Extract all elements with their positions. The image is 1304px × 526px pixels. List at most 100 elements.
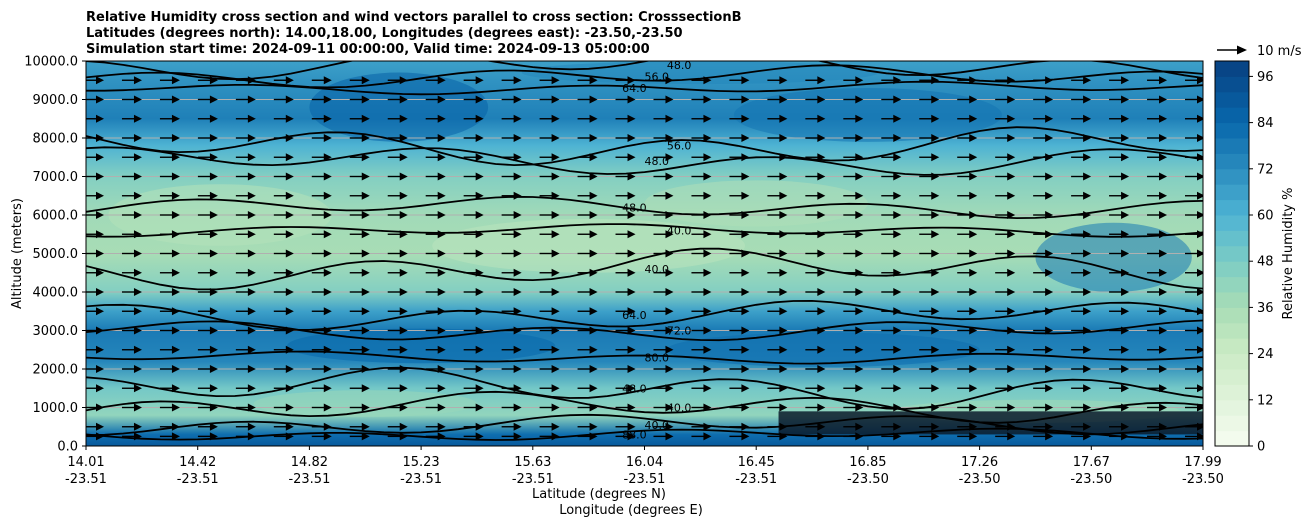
wind-arrow-head — [779, 345, 788, 354]
wind-arrow — [463, 76, 484, 85]
wind-arrow-head — [133, 326, 142, 335]
wind-arrow — [387, 384, 408, 393]
contour-line — [86, 80, 1203, 96]
colorbar-tick-label: 24 — [1257, 347, 1274, 362]
wind-arrow-head — [817, 230, 826, 239]
wind-arrow — [1147, 384, 1168, 393]
wind-arrow-head — [779, 432, 788, 441]
y-tick-label: 0.0 — [57, 440, 78, 455]
wind-arrow-head — [285, 307, 294, 316]
wind-arrow — [653, 288, 674, 296]
wind-arrow-head — [817, 384, 826, 393]
wind-arrow-head — [703, 191, 712, 200]
wind-arrow — [159, 288, 180, 296]
wind-arrow — [767, 76, 788, 85]
x-tick-label-longitude: -23.51 — [512, 472, 554, 487]
wind-arrow-head — [817, 114, 826, 123]
wind-arrow — [159, 326, 180, 335]
wind-arrow — [1109, 172, 1130, 181]
wind-arrow — [197, 114, 218, 123]
wind-arrow — [767, 422, 788, 431]
wind-arrow — [463, 384, 484, 393]
wind-arrow-head — [209, 249, 218, 258]
x-tick-label-latitude: 15.63 — [514, 455, 551, 470]
wind-arrow-head — [665, 211, 674, 219]
wind-arrow — [197, 249, 218, 258]
wind-arrow — [121, 153, 142, 162]
wind-arrow-head — [1197, 230, 1203, 239]
wind-arrow-head — [665, 134, 674, 142]
wind-arrow — [425, 268, 446, 277]
wind-arrow-head — [171, 326, 180, 335]
humidity-patch — [253, 390, 477, 418]
wind-arrow-head — [1121, 268, 1130, 277]
wind-arrow — [1033, 403, 1054, 412]
wind-arrow — [881, 95, 902, 104]
wind-arrow — [387, 114, 408, 123]
wind-arrow — [425, 288, 446, 296]
wind-arrow-head — [1121, 134, 1130, 142]
wind-arrow-head — [133, 268, 142, 277]
wind-arrow-head — [475, 307, 484, 316]
wind-arrow — [957, 326, 978, 335]
wind-arrow — [919, 249, 940, 258]
wind-arrow — [995, 172, 1016, 181]
wind-arrow-head — [969, 422, 978, 431]
wind-arrow — [615, 153, 636, 162]
humidity-patch — [432, 218, 746, 273]
wind-arrow-head — [627, 432, 636, 441]
contour-label: 64.0 — [622, 82, 647, 95]
wind-arrow — [387, 211, 408, 219]
wind-arrow-head — [627, 211, 636, 219]
wind-arrow — [653, 307, 674, 316]
x-tick-label-latitude: 17.26 — [961, 455, 998, 470]
wind-arrow-head — [779, 268, 788, 277]
wind-arrow-head — [171, 114, 180, 123]
wind-arrow — [539, 403, 560, 412]
wind-arrow — [767, 288, 788, 296]
wind-arrow-head — [209, 307, 218, 316]
chart-title-line-3: Simulation start time: 2024-09-11 00:00:… — [86, 42, 650, 57]
wind-arrow-head — [589, 95, 598, 104]
colorbar-band — [1215, 76, 1249, 93]
wind-arrow-head — [893, 432, 902, 441]
wind-arrow — [1033, 211, 1054, 219]
wind-arrow — [805, 403, 826, 412]
wind-arrow-head — [893, 345, 902, 354]
wind-arrow — [995, 432, 1016, 441]
wind-arrow-head — [96, 326, 104, 335]
wind-arrow-head — [437, 345, 446, 354]
wind-arrow — [767, 230, 788, 239]
wind-arrow-head — [665, 172, 674, 181]
wind-arrow — [539, 230, 560, 239]
wind-arrow — [159, 211, 180, 219]
colorbar-band — [1215, 107, 1249, 124]
wind-arrow-head — [399, 76, 408, 85]
wind-arrow-head — [399, 153, 408, 162]
wind-arrow-head — [285, 403, 294, 412]
x-tick-label-latitude: 17.67 — [1073, 455, 1110, 470]
wind-arrow — [1033, 326, 1054, 335]
wind-arrow — [501, 230, 522, 239]
wind-arrow — [197, 76, 218, 85]
wind-arrow-head — [361, 365, 370, 373]
wind-arrow — [425, 114, 446, 123]
wind-arrow-head — [893, 307, 902, 316]
y-tick-label: 8000.0 — [33, 132, 79, 147]
wind-arrow-head — [247, 134, 256, 142]
wind-arrow — [1071, 345, 1092, 354]
wind-arrow — [729, 345, 750, 354]
contour-line — [86, 299, 1203, 331]
wind-arrow-head — [931, 365, 940, 373]
wind-arrow-head — [627, 403, 636, 412]
x-tick-label-latitude: 16.85 — [849, 455, 886, 470]
wind-arrow — [729, 307, 750, 316]
wind-arrow — [463, 345, 484, 354]
wind-arrow-head — [96, 307, 104, 316]
wind-arrow — [235, 307, 256, 316]
wind-arrow-head — [171, 76, 180, 85]
wind-arrow-head — [551, 76, 560, 85]
wind-arrow-head — [893, 288, 902, 296]
wind-arrow — [691, 134, 712, 142]
wind-arrow-head — [323, 365, 332, 373]
